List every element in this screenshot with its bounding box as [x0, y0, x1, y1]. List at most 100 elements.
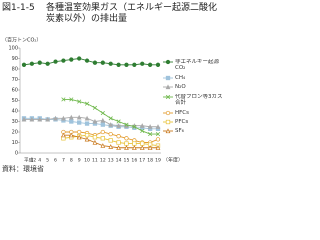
marker: [124, 145, 129, 150]
marker: [84, 58, 90, 63]
marker: [139, 145, 145, 150]
marker: [148, 132, 153, 137]
x-tick-label: 15: [124, 158, 130, 164]
marker: [69, 57, 74, 62]
marker: [69, 119, 74, 124]
marker: [108, 138, 113, 143]
marker: [132, 141, 137, 146]
x-tick-label: 7: [62, 158, 65, 164]
marker: [29, 116, 35, 122]
marker: [84, 121, 90, 126]
marker: [29, 61, 35, 66]
marker: [92, 105, 98, 110]
marker: [155, 137, 161, 142]
legend-label: N₂O: [175, 83, 186, 90]
marker: [131, 145, 137, 150]
marker: [108, 116, 113, 121]
legend-entry: PFCs: [175, 118, 189, 125]
marker: [77, 129, 82, 135]
marker: [100, 122, 105, 127]
y-tick-label: 90: [12, 56, 18, 62]
marker: [108, 131, 113, 137]
marker: [116, 134, 121, 139]
marker: [108, 61, 113, 66]
marker: [61, 58, 66, 63]
x-tick-label: 13: [108, 158, 114, 164]
marker: [92, 118, 98, 124]
x-tick-label: 16: [131, 158, 137, 164]
marker: [61, 97, 66, 102]
marker: [140, 141, 145, 146]
marker: [108, 144, 114, 149]
marker: [68, 114, 74, 120]
figure-label: 図1-1-5: [2, 3, 35, 13]
x-tick-label: 12: [100, 158, 106, 164]
y-tick-label: 30: [12, 119, 18, 125]
source: 資料：環境省: [2, 164, 44, 173]
y-tick-label: 60: [12, 88, 18, 94]
marker: [124, 122, 129, 127]
marker: [165, 59, 171, 65]
marker: [100, 136, 105, 141]
marker: [100, 111, 105, 116]
marker: [165, 110, 171, 116]
marker: [155, 145, 161, 150]
marker: [132, 62, 137, 67]
x-tick-label: 18: [147, 158, 153, 164]
marker: [76, 134, 82, 140]
legend-label: HFCs: [175, 109, 190, 116]
marker: [124, 62, 129, 67]
marker: [165, 128, 171, 134]
marker: [155, 132, 161, 137]
legend-entry: 非エネルギー起源CO₂: [175, 58, 220, 72]
legend-entry: SF₆: [175, 127, 184, 134]
marker: [147, 124, 153, 129]
marker: [140, 61, 145, 66]
y-tick-label: 40: [12, 109, 18, 115]
marker: [45, 61, 50, 66]
y-tick-label: 0: [15, 151, 18, 157]
legend-entry: CH₄: [175, 75, 185, 81]
marker: [84, 115, 90, 121]
marker: [108, 122, 114, 127]
marker: [116, 62, 121, 67]
marker: [155, 124, 161, 129]
x-tick-label: 8: [70, 158, 73, 164]
marker: [84, 133, 90, 138]
marker: [116, 140, 121, 145]
marker: [116, 123, 121, 128]
legend-label: 代替フロン等3ガス合計: [175, 93, 223, 107]
title-block: 図1-1-5 各種温室効果ガス（エネルギー起源二酸化炭素以外）の排出量: [2, 3, 224, 25]
chart-title: 各種温室効果ガス（エネルギー起源二酸化炭素以外）の排出量: [46, 3, 218, 24]
legend-label: 非エネルギー起源CO₂: [175, 58, 220, 72]
marker: [77, 99, 82, 104]
marker: [76, 114, 82, 120]
marker: [53, 115, 58, 121]
y-tick-label: 20: [12, 130, 18, 136]
page: 図1-1-5 各種温室効果ガス（エネルギー起源二酸化炭素以外）の排出量 （百万ト…: [2, 3, 224, 174]
marker: [84, 101, 90, 106]
series-line: [23, 58, 158, 66]
marker: [68, 132, 74, 138]
legend-entry: HFCs: [175, 109, 190, 116]
marker: [37, 60, 42, 65]
x-axis-label: （年度）: [163, 157, 183, 164]
marker: [45, 116, 51, 122]
marker: [53, 59, 58, 64]
marker: [77, 56, 82, 61]
marker: [165, 75, 171, 81]
chart: （百万トンCO₂） （年度） 資料：環境省 0 10 20 30 40 50 60 70 80 9…: [2, 38, 223, 174]
marker: [84, 136, 90, 142]
marker: [139, 123, 145, 128]
legend-label: PFCs: [175, 118, 189, 125]
x-tick-label: 平成2: [24, 157, 36, 164]
legend-label: SF₆: [175, 127, 184, 134]
marker: [124, 141, 129, 146]
marker: [140, 128, 145, 134]
marker: [100, 143, 106, 148]
x-tick-label: 10: [84, 158, 90, 164]
marker: [92, 60, 98, 65]
marker: [21, 116, 27, 122]
y-tick-label: 100: [8, 46, 18, 52]
marker: [69, 97, 74, 102]
